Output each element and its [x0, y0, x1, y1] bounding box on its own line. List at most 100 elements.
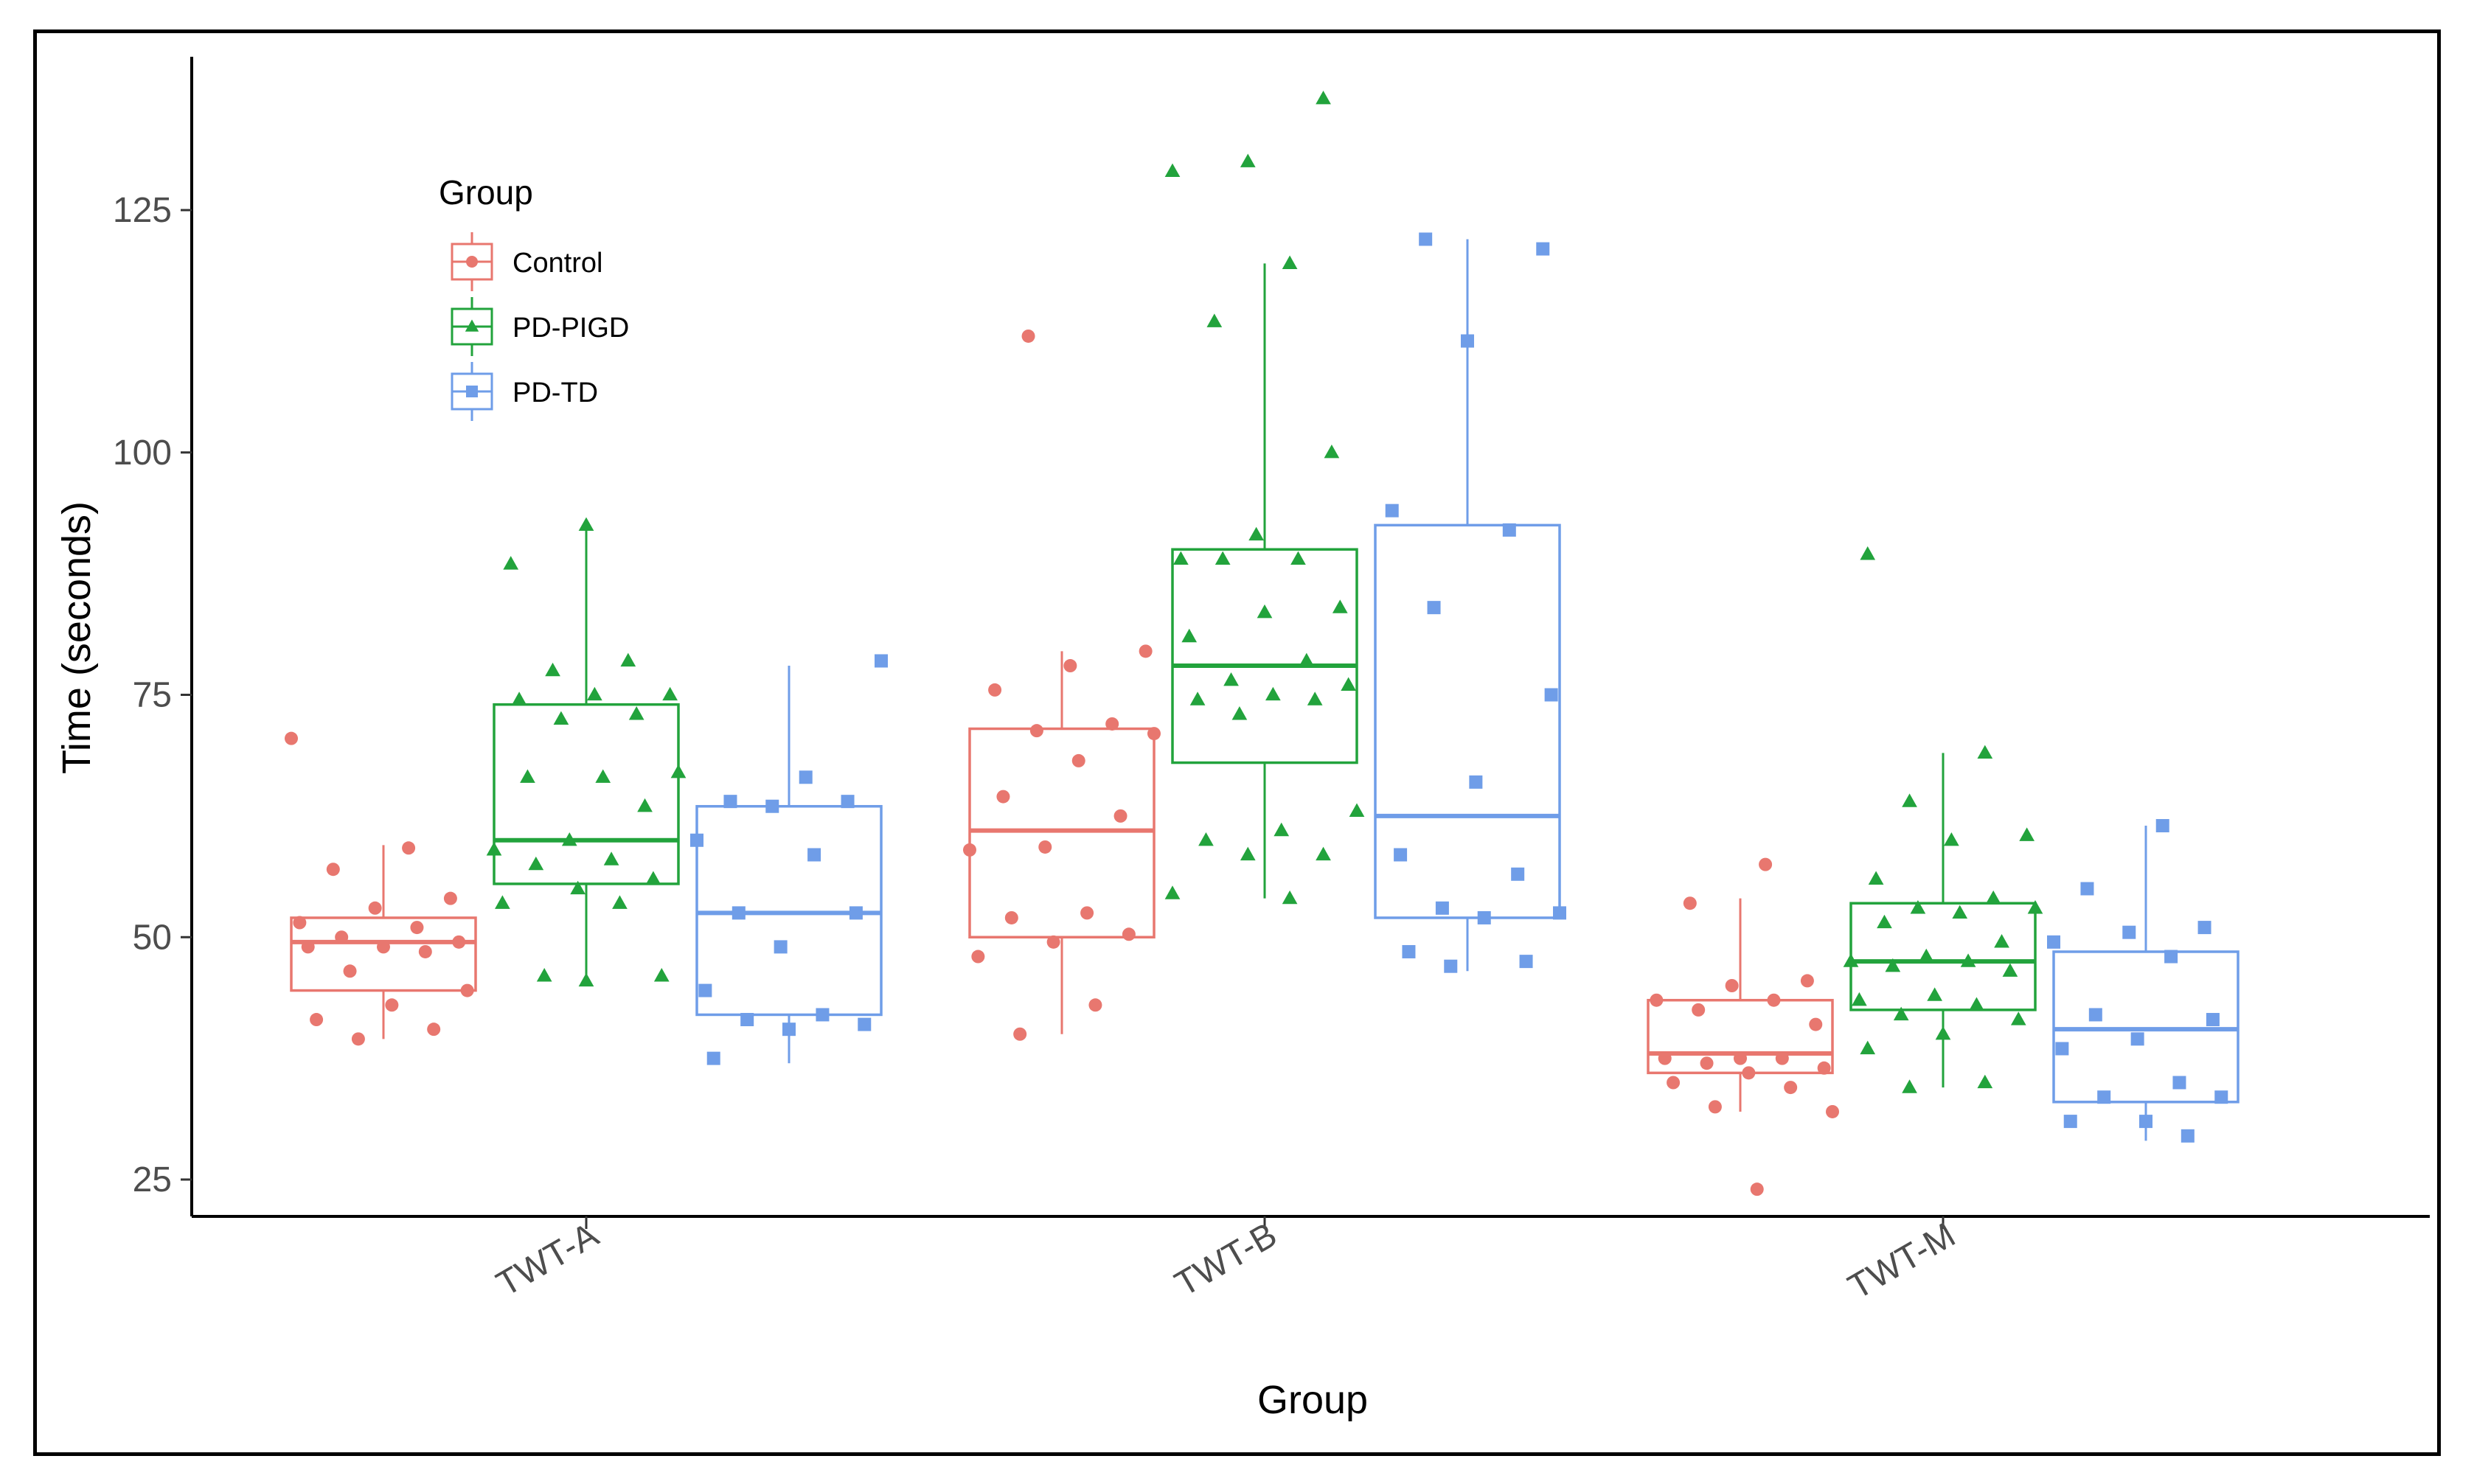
data-point: [486, 842, 502, 856]
data-point: [1977, 745, 1993, 759]
data-point: [503, 556, 519, 570]
data-point: [1349, 803, 1365, 817]
data-point: [706, 1051, 720, 1065]
data-point: [1004, 910, 1018, 924]
data-point: [1427, 601, 1441, 615]
data-point: [1658, 1051, 1672, 1065]
data-point: [2181, 1129, 2195, 1143]
data-point: [841, 795, 855, 809]
data-point: [628, 706, 644, 720]
box: [290, 916, 477, 992]
data-point: [1316, 90, 1331, 105]
data-point: [1189, 692, 1206, 706]
data-point: [858, 1017, 872, 1031]
data-point: [1105, 717, 1119, 731]
data-point: [1477, 910, 1491, 924]
data-point: [799, 770, 813, 784]
data-point: [553, 711, 569, 725]
data-point: [410, 921, 424, 935]
data-point: [2088, 1008, 2102, 1022]
data-point: [2055, 1042, 2069, 1056]
data-point: [2155, 819, 2169, 833]
data-point: [1435, 901, 1449, 915]
data-point: [2164, 950, 2178, 964]
data-point: [698, 983, 712, 997]
data-point: [1173, 551, 1189, 565]
data-point: [1809, 1017, 1823, 1031]
data-point: [1223, 672, 1239, 686]
data-point: [1063, 659, 1077, 673]
data-point: [1139, 644, 1153, 658]
data-point: [740, 1013, 754, 1027]
figure-frame: 25 50 75 100 125 TWT-A TWT-B TWT-M Time (secon…: [33, 29, 2441, 1456]
data-point: [1071, 753, 1085, 767]
data-point: [765, 799, 779, 813]
data-point: [1944, 832, 1959, 846]
data-point: [732, 906, 746, 920]
data-point: [1910, 900, 1926, 914]
data-point: [807, 848, 821, 862]
data-point: [1206, 313, 1223, 327]
data-point: [1038, 840, 1052, 854]
data-point: [2047, 935, 2060, 949]
data-point: [1935, 1025, 1951, 1040]
data-point: [620, 652, 636, 667]
data-point: [670, 764, 687, 778]
data-point: [2063, 1115, 2077, 1129]
data-point: [1240, 846, 1256, 861]
data-point: [1860, 546, 1876, 560]
data-point: [301, 940, 315, 954]
data-point: [1029, 724, 1043, 738]
data-point: [1021, 329, 1035, 343]
data-point: [2122, 925, 2136, 939]
data-point: [1198, 832, 1214, 846]
data-point: [1164, 163, 1181, 178]
box: [1849, 902, 2037, 1011]
data-point: [385, 998, 399, 1012]
data-point: [1977, 1074, 1993, 1089]
data-point: [2019, 827, 2035, 841]
data-point: [2206, 1013, 2220, 1027]
data-point: [1402, 944, 1416, 958]
data-point: [1181, 628, 1198, 643]
data-point: [1734, 1051, 1747, 1065]
box: [1374, 523, 1561, 919]
data-point: [1013, 1027, 1027, 1041]
data-point: [578, 972, 594, 987]
data-point: [1282, 890, 1298, 905]
data-point: [1826, 1104, 1839, 1118]
data-point: [545, 662, 560, 677]
data-point: [1164, 885, 1181, 899]
data-point: [1700, 1056, 1714, 1070]
y-tick-label: 100: [113, 433, 172, 473]
data-point: [1985, 890, 2001, 905]
data-point: [1868, 871, 1884, 885]
x-tick-label: TWT-M: [1842, 1216, 1962, 1308]
data-point: [1257, 604, 1273, 619]
data-point: [637, 798, 653, 812]
data-point: [1800, 974, 1814, 988]
data-point: [1893, 1006, 1909, 1021]
data-point: [1469, 775, 1483, 789]
data-point: [653, 968, 670, 982]
box: [1171, 548, 1358, 764]
data-point: [1088, 998, 1102, 1012]
data-point: [1725, 979, 1739, 992]
data-point: [1708, 1100, 1722, 1114]
data-point: [402, 841, 416, 855]
data-point: [418, 944, 432, 958]
x-ticks: TWT-A TWT-B TWT-M: [490, 1216, 1962, 1308]
data-point: [1918, 948, 1934, 963]
data-point: [1885, 958, 1901, 972]
data-point: [460, 983, 474, 997]
data-point: [645, 871, 661, 885]
data-point: [368, 901, 382, 915]
data-point: [1080, 906, 1094, 920]
data-point: [2172, 1076, 2186, 1090]
data-point: [1394, 848, 1408, 862]
data-point: [293, 916, 307, 930]
data-point: [511, 692, 527, 706]
data-point: [2002, 963, 2018, 977]
data-point: [1742, 1066, 1756, 1080]
y-axis-title: Time (seconds): [55, 501, 99, 774]
